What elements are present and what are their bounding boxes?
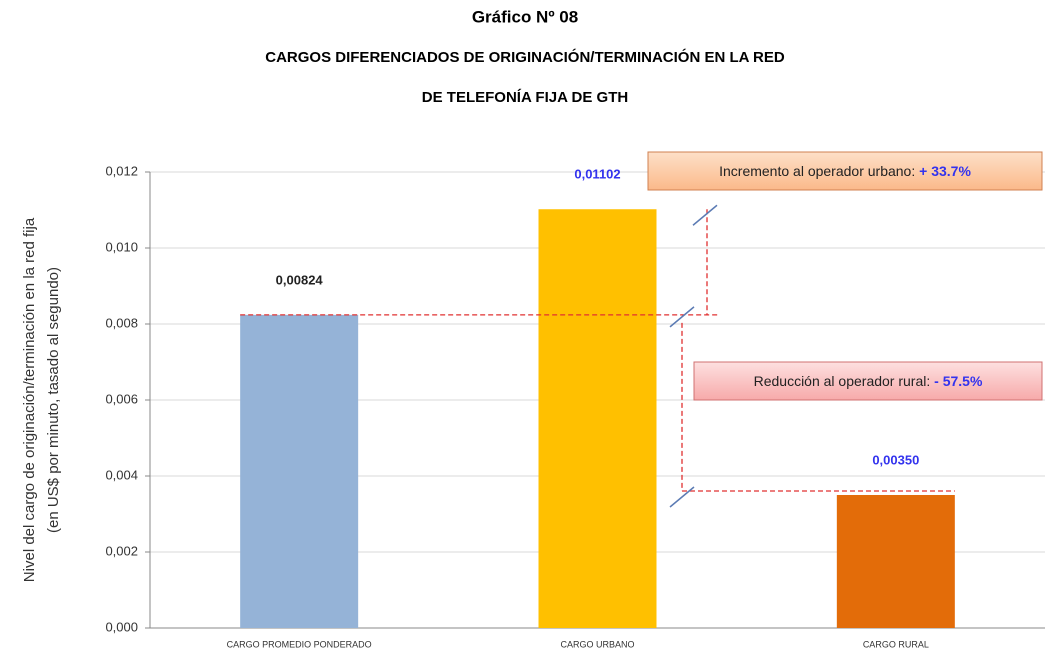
- annotation: Incremento al operador urbano: + 33.7%: [719, 163, 971, 179]
- annotation-text: Incremento al operador urbano:: [719, 163, 915, 179]
- data-label: 0,00350: [872, 452, 919, 467]
- y-tick-label: 0,004: [105, 467, 138, 482]
- y-tick-label: 0,006: [105, 391, 138, 406]
- y-axis-label: Nivel del cargo de originación/terminaci…: [21, 217, 38, 582]
- annotation-box: [647, 151, 1043, 191]
- annotation: Reducción al operador rural: - 57.5%: [754, 373, 983, 389]
- annotation-box: [693, 361, 1043, 401]
- annotation-text: Reducción al operador rural:: [754, 373, 931, 389]
- chart-title: Gráfico Nº 08: [472, 7, 578, 26]
- annotation-highlight: - 57.5%: [934, 373, 983, 389]
- x-tick-label: CARGO RURAL: [863, 639, 929, 649]
- y-tick-label: 0,002: [105, 543, 138, 558]
- break-mark: [692, 204, 718, 226]
- break-mark: [669, 486, 695, 508]
- bar: [538, 209, 657, 629]
- break-mark: [669, 306, 695, 328]
- y-tick-label: 0,012: [105, 163, 138, 178]
- data-label: 0,00824: [276, 272, 324, 287]
- y-tick-label: 0,010: [105, 239, 138, 254]
- y-tick-label: 0,008: [105, 315, 138, 330]
- chart-subtitle: DE TELEFONÍA FIJA DE GTH: [422, 89, 628, 106]
- x-tick-label: CARGO URBANO: [560, 639, 634, 649]
- chart-subtitle: CARGOS DIFERENCIADOS DE ORIGINACIÓN/TERM…: [265, 48, 785, 66]
- x-tick-label: CARGO PROMEDIO PONDERADO: [227, 639, 372, 649]
- annotation-highlight: + 33.7%: [919, 163, 971, 179]
- data-label: 0,01102: [574, 167, 620, 182]
- bar: [836, 495, 955, 628]
- y-tick-label: 0,000: [105, 619, 138, 634]
- bar: [240, 314, 359, 628]
- y-axis-label: (en US$ por minuto, tasado al segundo): [45, 267, 62, 533]
